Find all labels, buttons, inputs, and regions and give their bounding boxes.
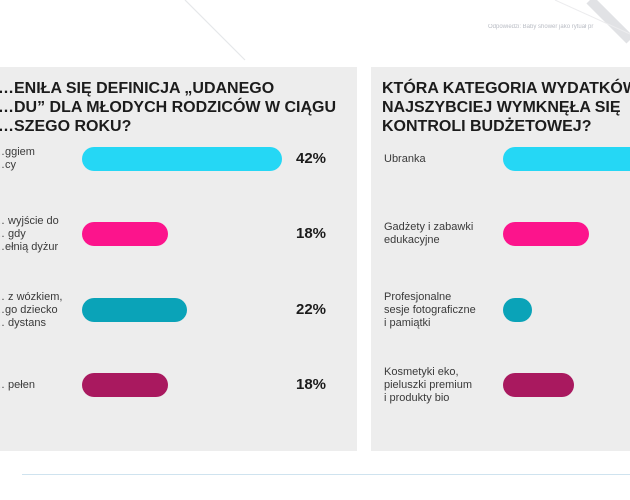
right-category-label: Ubranka [384,153,426,165]
right-category-label: Profesjonalne sesje fotograficzne i pami… [384,291,476,329]
right-chart-row: Gadżety i zabawki edukacyjne [371,221,630,246]
left-value-label: 18% [296,225,327,242]
left-bar [82,298,187,322]
right-category-label: Gadżety i zabawki edukacyjne [384,221,474,246]
left-chart-title: …ENIŁA SIĘ DEFINICJA „UDANEGO …DU” DLA M… [0,80,337,135]
left-bar [82,222,168,246]
left-chart-row: … pełen 18% [0,373,357,397]
left-chart-row: … z wózkiem, …go dziecko … dystans 22% [0,291,357,329]
left-category-label: …ggiem …cy [0,146,35,171]
left-bar [82,373,168,397]
right-bar [503,373,575,397]
right-bar [503,147,630,171]
left-value-label: 42% [296,150,327,167]
left-bar [82,147,282,171]
right-category-label: Kosmetyki eko, pieluszki premium i produ… [384,366,473,404]
left-chart-row: … wyjście do … gdy …ełnią dyżur 18% [0,215,357,253]
right-chart-row: Ubranka [371,147,630,171]
left-value-label: 22% [296,301,327,318]
left-category-label: … wyjście do … gdy …ełnią dyżur [0,215,59,253]
right-chart-title: KTÓRA KATEGORIA WYDATKÓW NAJSZYBCIEJ WYM… [382,80,630,135]
right-chart-panel: KTÓRA KATEGORIA WYDATKÓW NAJSZYBCIEJ WYM… [371,67,630,451]
left-value-label: 18% [296,376,327,393]
right-chart-row: Profesjonalne sesje fotograficzne i pami… [371,291,630,329]
source-note: Odpowiedzi: Baby shower jako rytuał pr [488,24,594,30]
right-bar [503,222,589,246]
left-chart-panel: …ENIŁA SIĘ DEFINICJA „UDANEGO …DU” DLA M… [0,67,357,451]
right-bar [503,298,532,322]
right-chart-row: Kosmetyki eko, pieluszki premium i produ… [371,366,630,404]
left-category-label: … pełen [0,379,35,391]
left-chart-row: …ggiem …cy 42% [0,146,357,171]
left-category-label: … z wózkiem, …go dziecko … dystans [0,291,63,329]
bottom-divider [22,474,630,475]
